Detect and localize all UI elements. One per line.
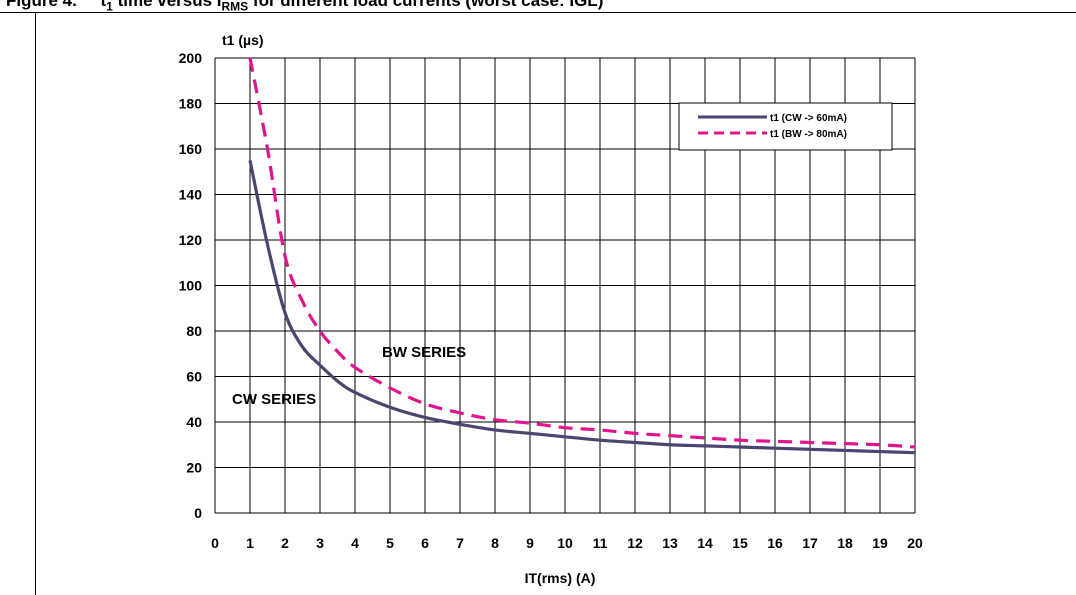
x-tick-label: 1 xyxy=(246,535,254,551)
y-axis-label: t1 (µs) xyxy=(222,32,264,48)
x-tick-label: 19 xyxy=(872,535,888,551)
y-tick-label: 180 xyxy=(179,96,203,112)
x-axis-label: IT(rms) (A) xyxy=(525,570,596,586)
y-tick-label: 20 xyxy=(186,460,202,476)
x-tick-labels: 0 1 2 3 4 5 6 7 8 9 10 11 12 13 14 15 16 17 18 19 20 xyxy=(211,535,923,551)
y-tick-label: 0 xyxy=(194,505,202,521)
figure-frame-left xyxy=(35,12,36,595)
x-tick-label: 4 xyxy=(351,535,359,551)
x-tick-label: 16 xyxy=(767,535,783,551)
grid xyxy=(214,57,916,514)
x-tick-label: 9 xyxy=(526,535,534,551)
x-tick-label: 5 xyxy=(386,535,394,551)
x-tick-label: 0 xyxy=(211,535,219,551)
x-tick-label: 14 xyxy=(697,535,713,551)
caption-rest: for different load currents (worst case:… xyxy=(248,0,604,10)
x-tick-label: 2 xyxy=(281,535,289,551)
x-tick-label: 6 xyxy=(421,535,429,551)
y-tick-label: 80 xyxy=(186,323,202,339)
series-line-cw xyxy=(248,160,916,455)
y-tick-label: 200 xyxy=(179,50,203,66)
x-tick-label: 15 xyxy=(732,535,748,551)
x-tick-label: 12 xyxy=(627,535,643,551)
y-tick-label: 160 xyxy=(179,141,203,157)
y-tick-label: 140 xyxy=(179,187,203,203)
x-tick-label: 10 xyxy=(557,535,573,551)
x-tick-label: 13 xyxy=(662,535,678,551)
series-line-bw xyxy=(248,57,916,449)
annotation-cw-series: CW SERIES xyxy=(232,391,316,408)
x-tick-label: 17 xyxy=(802,535,818,551)
x-tick-label: 11 xyxy=(593,535,608,551)
series-lines xyxy=(248,57,916,455)
legend: t1 (CW -> 60mA) t1 (BW -> 80mA) xyxy=(678,102,893,151)
legend-label-bw: t1 (BW -> 80mA) xyxy=(770,129,847,140)
x-tick-label: 7 xyxy=(456,535,464,551)
y-tick-label: 100 xyxy=(179,278,203,294)
legend-label-cw: t1 (CW -> 60mA) xyxy=(770,113,847,124)
y-tick-label: 60 xyxy=(186,369,202,385)
figure-caption: Figure 4. t1 time versus IRMS for differ… xyxy=(6,0,603,13)
x-tick-label: 18 xyxy=(837,535,853,551)
x-tick-label: 8 xyxy=(491,535,499,551)
x-tick-label: 3 xyxy=(316,535,324,551)
caption-t-sub: 1 xyxy=(106,0,113,14)
caption-versus: time versus I xyxy=(112,0,222,10)
caption-t: t xyxy=(100,0,107,10)
caption-rms-sub: RMS xyxy=(221,0,249,14)
y-tick-label: 40 xyxy=(186,414,202,430)
x-tick-label: 20 xyxy=(907,535,923,551)
caption-prefix: Figure 4. xyxy=(6,0,77,10)
figure-frame-top xyxy=(0,12,1076,13)
y-tick-labels: 0 20 40 60 80 100 120 140 160 180 200 xyxy=(179,50,203,521)
legend-box xyxy=(678,102,893,151)
annotation-bw-series: BW SERIES xyxy=(382,344,466,361)
y-tick-label: 120 xyxy=(179,232,203,248)
